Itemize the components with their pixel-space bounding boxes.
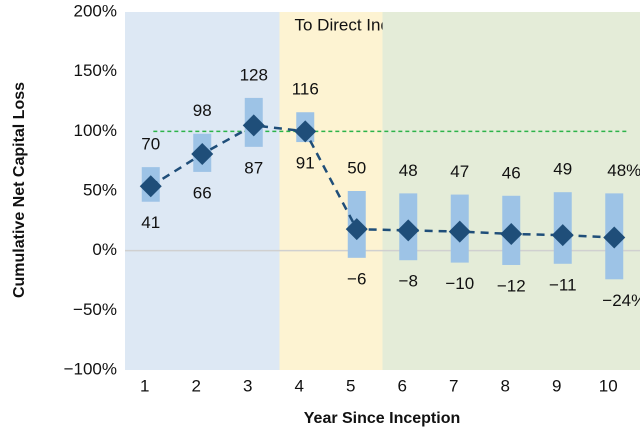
high-label: 116 — [292, 80, 319, 99]
x-tick-label: 1 — [140, 376, 149, 395]
low-label: 41 — [141, 213, 160, 232]
median-marker — [345, 218, 368, 241]
median-marker — [191, 143, 214, 166]
high-label: 49 — [553, 160, 572, 179]
high-label: 47 — [450, 162, 469, 181]
high-label: 46 — [502, 163, 521, 182]
y-tick-label: 150% — [74, 61, 117, 80]
median-marker — [603, 226, 626, 249]
x-tick-label: 10 — [599, 376, 618, 395]
high-label: 98 — [193, 101, 212, 120]
high-label: 70 — [141, 135, 160, 154]
y-tick-label: 0% — [92, 240, 117, 259]
low-label: 66 — [193, 183, 212, 202]
low-label: 91 — [296, 154, 315, 173]
low-label: −6 — [347, 269, 366, 288]
median-line — [150, 124, 615, 239]
low-label: −8 — [399, 272, 418, 291]
high-label: 48% — [607, 161, 640, 180]
y-tick-label: 50% — [83, 180, 117, 199]
x-tick-label: 8 — [501, 376, 510, 395]
x-tick-label: 3 — [243, 376, 252, 395]
low-label: 87 — [244, 158, 263, 177]
y-tick-label: −50% — [73, 300, 117, 319]
x-tick-label: 4 — [295, 376, 304, 395]
low-label: −11 — [549, 275, 577, 294]
median-marker — [500, 222, 523, 245]
region-band — [279, 12, 383, 370]
median-marker — [397, 219, 420, 242]
high-label: 50 — [347, 158, 366, 177]
median-marker — [294, 120, 317, 143]
median-marker — [139, 175, 162, 198]
high-label: 48 — [399, 161, 418, 180]
x-tick-label: 7 — [449, 376, 458, 395]
high-label: 128 — [240, 65, 268, 84]
x-tick-label: 2 — [192, 376, 201, 395]
median-marker — [448, 220, 471, 243]
x-tick-label: 6 — [398, 376, 407, 395]
low-label: −24% — [602, 291, 640, 310]
region-band — [382, 12, 640, 370]
y-tick-label: −100% — [64, 359, 117, 378]
low-label: −12 — [497, 276, 526, 295]
y-tick-label: 100% — [74, 121, 117, 140]
x-axis-title: Year Since Inception — [304, 410, 461, 427]
median-marker — [242, 114, 265, 137]
low-label: −10 — [445, 274, 474, 293]
median-marker — [551, 224, 574, 247]
x-tick-label: 5 — [346, 376, 355, 395]
x-tick-label: 9 — [552, 376, 561, 395]
y-axis-title: Cumulative Net Capital Loss — [11, 82, 28, 298]
y-tick-label: 200% — [74, 1, 117, 20]
